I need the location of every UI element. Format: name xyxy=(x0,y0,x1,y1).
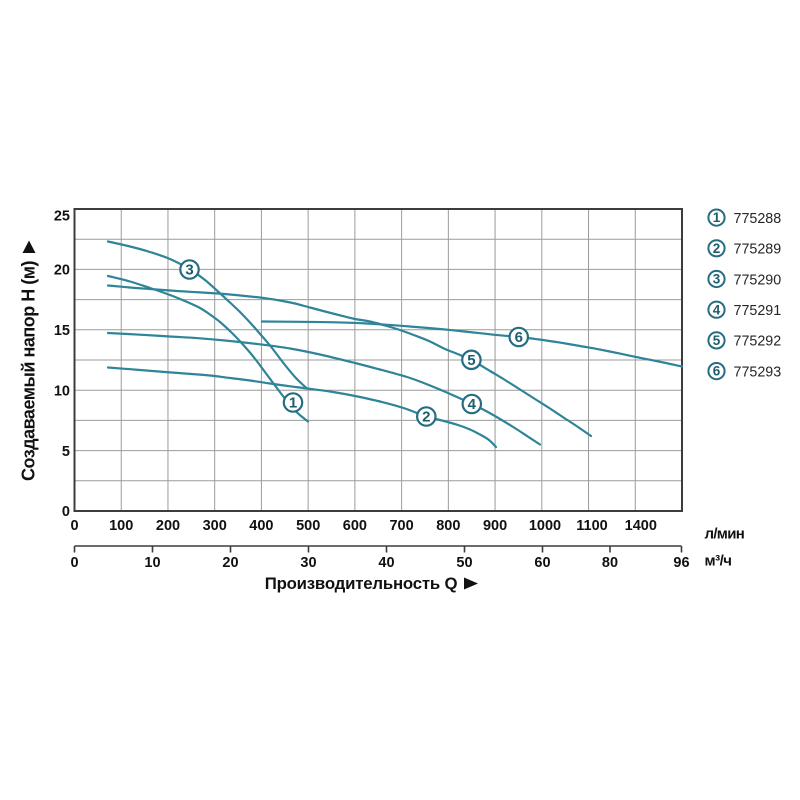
svg-text:4: 4 xyxy=(713,302,721,317)
svg-text:10: 10 xyxy=(54,383,70,399)
svg-text:6: 6 xyxy=(713,364,721,379)
svg-text:5: 5 xyxy=(713,333,721,348)
svg-text:6: 6 xyxy=(515,329,523,346)
svg-text:40: 40 xyxy=(378,555,394,571)
svg-text:100: 100 xyxy=(109,518,133,534)
svg-text:0: 0 xyxy=(70,555,78,571)
svg-text:1: 1 xyxy=(289,395,297,412)
svg-text:2: 2 xyxy=(713,241,721,256)
svg-text:5: 5 xyxy=(467,352,475,369)
svg-text:60: 60 xyxy=(534,555,550,571)
svg-text:775291: 775291 xyxy=(734,303,782,319)
svg-text:775289: 775289 xyxy=(734,242,782,258)
svg-text:3: 3 xyxy=(185,262,193,279)
svg-text:25: 25 xyxy=(54,208,70,224)
svg-text:1: 1 xyxy=(713,210,721,225)
svg-text:0: 0 xyxy=(62,504,70,520)
svg-text:15: 15 xyxy=(54,323,70,339)
svg-text:1000: 1000 xyxy=(529,518,561,534)
svg-text:1100: 1100 xyxy=(576,518,607,534)
svg-text:96: 96 xyxy=(673,555,689,571)
svg-text:20: 20 xyxy=(222,555,238,571)
svg-text:3: 3 xyxy=(713,272,721,287)
svg-text:80: 80 xyxy=(602,555,618,571)
svg-text:0: 0 xyxy=(70,518,78,534)
svg-text:2: 2 xyxy=(422,409,430,426)
svg-text:5: 5 xyxy=(62,444,70,460)
svg-text:775292: 775292 xyxy=(734,334,782,350)
svg-text:600: 600 xyxy=(343,518,367,534)
svg-text:30: 30 xyxy=(300,555,316,571)
svg-text:300: 300 xyxy=(203,518,227,534)
svg-text:Создаваемый напор H (м): Создаваемый напор H (м) xyxy=(19,260,39,481)
svg-text:800: 800 xyxy=(436,518,460,534)
svg-text:500: 500 xyxy=(296,518,320,534)
svg-text:20: 20 xyxy=(54,263,70,279)
svg-text:Производительность Q: Производительность Q xyxy=(265,574,458,593)
svg-text:400: 400 xyxy=(249,518,273,534)
svg-text:м³/ч: м³/ч xyxy=(705,553,732,570)
svg-text:4: 4 xyxy=(468,396,477,413)
svg-text:775288: 775288 xyxy=(734,211,782,227)
svg-text:1400: 1400 xyxy=(625,518,657,534)
svg-text:10: 10 xyxy=(144,555,160,571)
svg-text:50: 50 xyxy=(456,555,472,571)
svg-text:200: 200 xyxy=(156,518,180,534)
svg-text:900: 900 xyxy=(483,518,507,534)
svg-text:775290: 775290 xyxy=(734,272,782,288)
svg-text:700: 700 xyxy=(389,518,413,534)
svg-text:л/мин: л/мин xyxy=(705,526,745,543)
svg-text:775293: 775293 xyxy=(734,364,782,380)
